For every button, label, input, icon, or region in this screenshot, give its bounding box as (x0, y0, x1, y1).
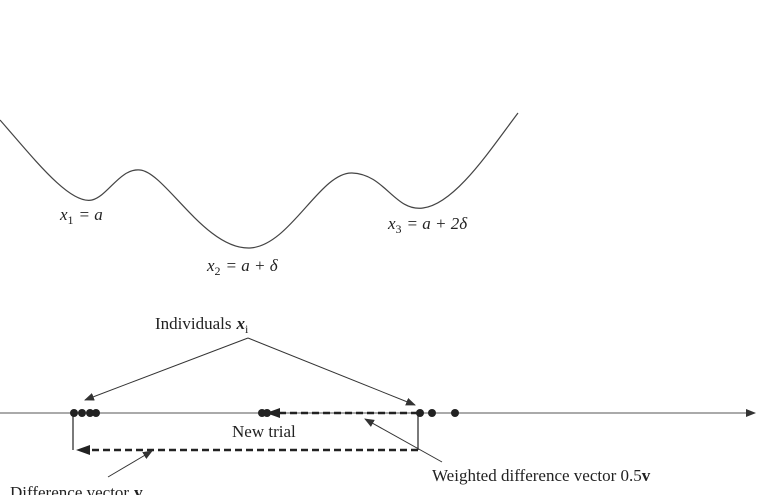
sub: i (245, 322, 249, 336)
function-curve (0, 112, 519, 249)
arrow (84, 337, 249, 401)
label-x3: x3 = a + 2δ (387, 214, 468, 236)
point (92, 409, 100, 417)
point (416, 409, 424, 417)
weighted-difference-label: Weighted difference vector 0.5v (432, 466, 651, 485)
expr: = a + 2δ (407, 214, 469, 233)
point (70, 409, 78, 417)
point (451, 409, 459, 417)
sub: 1 (68, 213, 74, 227)
var: x (236, 314, 246, 333)
var: x (59, 205, 68, 224)
bold: v (134, 483, 143, 495)
points (70, 409, 459, 417)
expr: = a + δ (226, 256, 279, 275)
text: Weighted difference vector 0.5 (432, 466, 642, 485)
point (86, 409, 94, 417)
label-x2: x2 = a + δ (206, 256, 279, 278)
text: Individuals (155, 314, 232, 333)
var: x (387, 214, 396, 233)
arrow (247, 337, 416, 406)
label-x1: x1 = a (59, 205, 103, 227)
expr: = a (79, 205, 103, 224)
new-trial-label: New trial (232, 422, 296, 441)
difference-label: Difference vector v (10, 483, 143, 495)
point (263, 409, 271, 417)
sub: 3 (396, 222, 402, 236)
point (78, 409, 86, 417)
sub: 2 (215, 264, 221, 278)
point (428, 409, 436, 417)
arrow (364, 418, 443, 463)
text: Difference vector (10, 483, 129, 495)
individuals-label: Individuals xi (155, 314, 249, 336)
arrow (107, 450, 153, 478)
var: x (206, 256, 215, 275)
bold: v (642, 466, 651, 485)
